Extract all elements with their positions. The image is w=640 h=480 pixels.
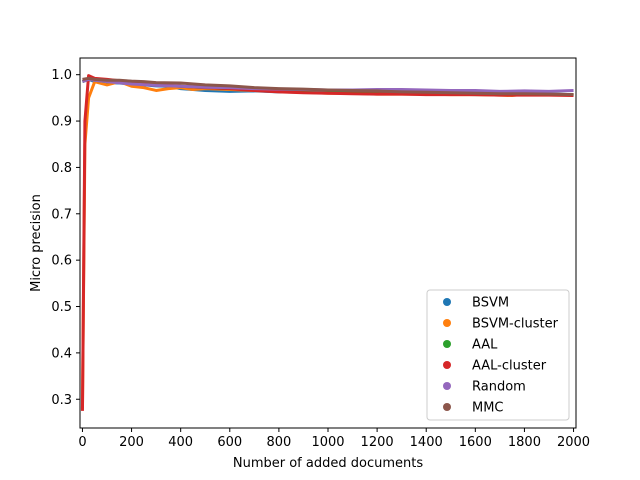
legend-label: BSVM <box>472 296 509 311</box>
legend-box <box>426 289 570 421</box>
legend-label: BSVM-cluster <box>472 317 559 332</box>
x-tick-label: 0 <box>78 435 86 450</box>
x-tick-label: 1000 <box>311 435 344 450</box>
legend-marker <box>443 382 451 390</box>
y-tick-label: 0.8 <box>51 161 72 176</box>
y-tick-label: 0.9 <box>51 115 72 130</box>
y-tick-label: 0.7 <box>51 207 72 222</box>
legend-label: MMC <box>472 401 504 416</box>
x-tick-label: 400 <box>168 435 193 450</box>
y-tick-label: 0.3 <box>51 393 72 408</box>
legend-entries: BSVM BSVM-cluster AAL AAL-cluster Random MMC <box>443 296 559 416</box>
x-tick-label: 600 <box>217 435 242 450</box>
x-tick-label: 1200 <box>361 435 394 450</box>
x-tick-label: 200 <box>119 435 144 450</box>
y-tick-label: 0.4 <box>51 346 72 361</box>
legend-marker <box>443 340 451 348</box>
x-tick-label: 1600 <box>459 435 492 450</box>
legend-marker <box>443 319 451 327</box>
y-axis: 0.3 0.4 0.5 0.6 0.7 0.8 0.9 1.0 <box>51 68 80 408</box>
legend: BSVM BSVM-cluster AAL AAL-cluster Random MMC <box>426 289 570 421</box>
legend-label: AAL-cluster <box>472 359 547 374</box>
legend-label: AAL <box>472 338 498 353</box>
series-line-mmc <box>82 76 574 97</box>
x-tick-label: 800 <box>266 435 291 450</box>
legend-marker <box>443 361 451 369</box>
x-axis-label: Number of added documents <box>233 456 423 471</box>
y-axis-label: Micro precision <box>29 194 44 292</box>
y-tick-label: 0.6 <box>51 254 72 269</box>
x-tick-label: 2000 <box>557 435 590 450</box>
y-tick-label: 1.0 <box>51 68 72 83</box>
y-tick-label: 0.5 <box>51 300 72 315</box>
legend-label: Random <box>472 380 526 395</box>
x-axis: 0 200 400 600 800 1000 1200 1400 1600 1800 2000 <box>78 428 590 450</box>
x-tick-label: 1800 <box>508 435 541 450</box>
x-tick-label: 1400 <box>410 435 443 450</box>
legend-marker <box>443 403 451 411</box>
series-layer <box>80 74 574 411</box>
legend-marker <box>443 298 451 306</box>
